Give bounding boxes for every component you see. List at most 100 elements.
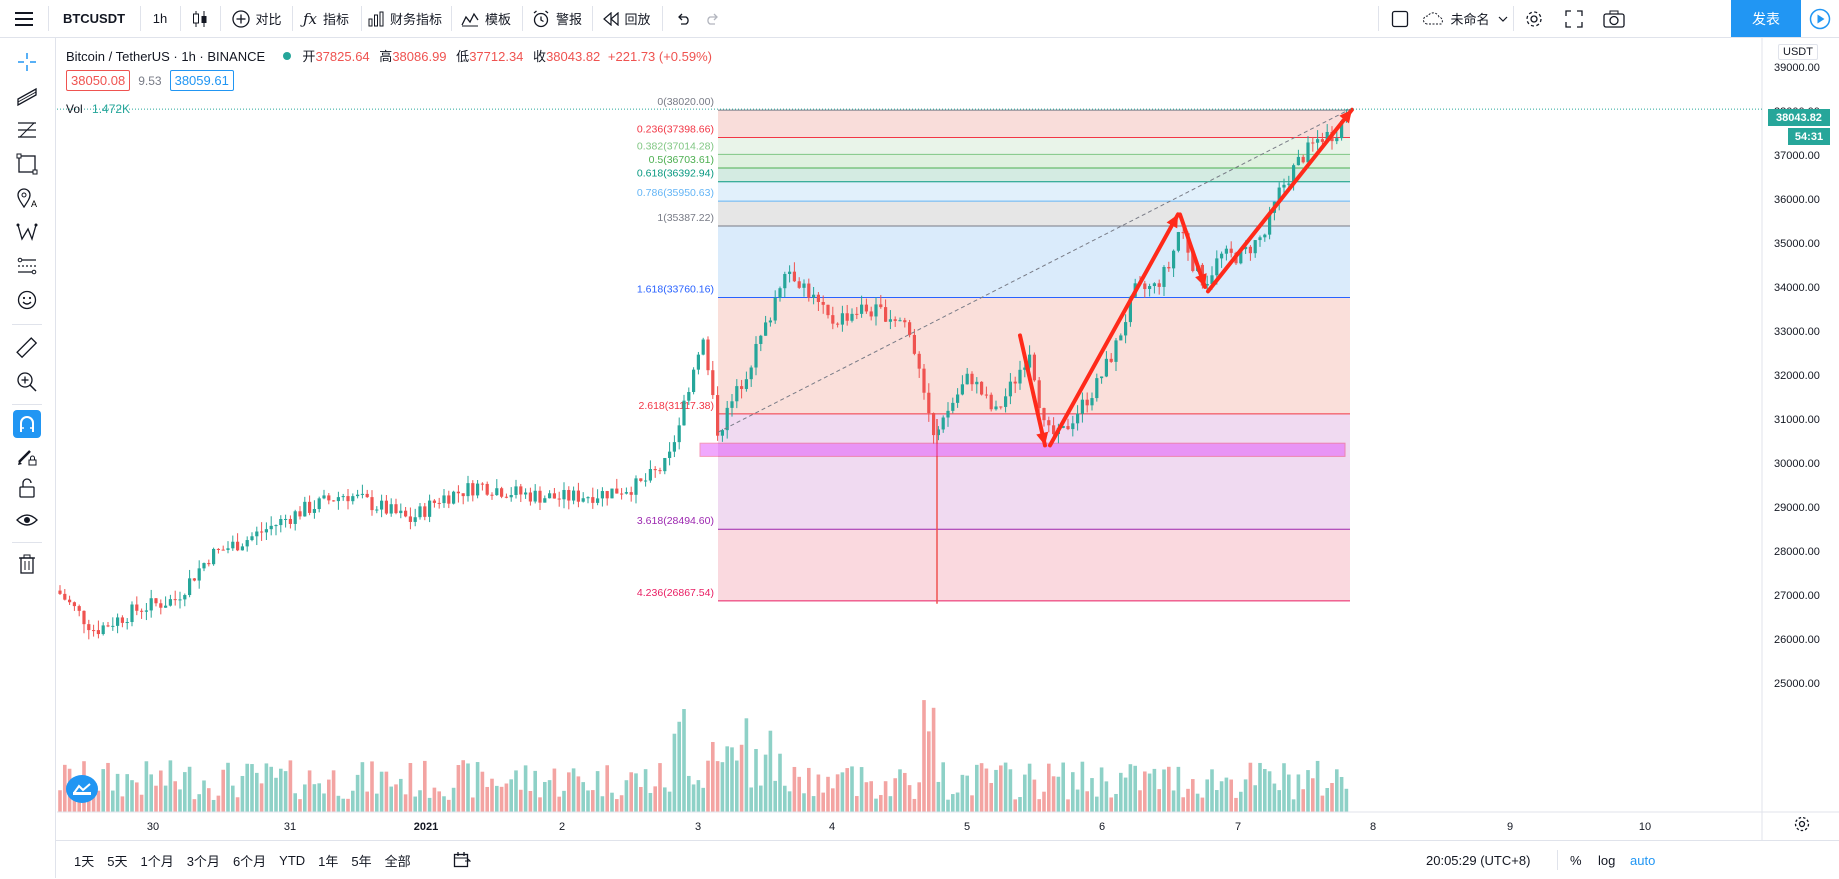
magnet-icon[interactable] bbox=[13, 410, 41, 438]
volume-bar bbox=[58, 790, 62, 812]
auto-toggle[interactable]: auto bbox=[1630, 852, 1656, 868]
clock-time[interactable]: 20:05:29 (UTC+8) bbox=[1426, 852, 1531, 868]
fib-retracement-icon[interactable] bbox=[13, 116, 41, 144]
candle-body bbox=[1200, 264, 1204, 286]
volume-bar bbox=[1008, 769, 1013, 812]
candles-style-icon[interactable] bbox=[183, 0, 217, 37]
candle-body bbox=[1224, 248, 1228, 254]
candle-body bbox=[615, 488, 619, 494]
candle-body bbox=[1344, 117, 1348, 121]
volume-bar bbox=[739, 744, 744, 812]
range-button[interactable]: 1天 bbox=[74, 853, 95, 869]
ruler-icon[interactable] bbox=[13, 334, 41, 362]
support-zone-rectangle[interactable] bbox=[699, 442, 1346, 457]
range-button[interactable]: 1个月 bbox=[140, 853, 174, 869]
volume-bar bbox=[202, 780, 206, 812]
menu-icon[interactable] bbox=[0, 0, 48, 37]
eye-icon[interactable] bbox=[13, 506, 41, 534]
volume-bar bbox=[1099, 767, 1104, 812]
alert-button[interactable]: 警报 bbox=[528, 0, 586, 37]
range-button[interactable]: 全部 bbox=[384, 853, 411, 869]
fullscreen-icon[interactable] bbox=[1556, 0, 1592, 37]
ask-price[interactable]: 38059.61 bbox=[169, 70, 234, 91]
publish-button[interactable]: 发表 bbox=[1731, 0, 1801, 37]
range-button[interactable]: YTD bbox=[279, 852, 306, 868]
volume-bar bbox=[893, 778, 897, 812]
smiley-icon[interactable] bbox=[13, 286, 41, 314]
range-button[interactable]: 5年 bbox=[351, 853, 372, 869]
volume-bar bbox=[231, 785, 235, 812]
range-button[interactable]: 6个月 bbox=[232, 853, 267, 869]
projection-icon[interactable] bbox=[13, 252, 41, 280]
tradingview-logo[interactable] bbox=[66, 775, 98, 803]
candle-body bbox=[250, 536, 254, 541]
volume-bar bbox=[1330, 783, 1334, 812]
symbol-title[interactable]: Bitcoin / TetherUS · 1h · BINANCE bbox=[66, 49, 266, 64]
volume-bar bbox=[485, 786, 489, 812]
trash-icon[interactable] bbox=[13, 550, 41, 578]
zoom-in-icon[interactable] bbox=[13, 368, 41, 396]
candle-body bbox=[1311, 142, 1315, 144]
trend-line-icon[interactable] bbox=[13, 82, 41, 110]
volume-bar bbox=[1051, 776, 1056, 812]
candle-body bbox=[749, 367, 753, 380]
volume-bar bbox=[1143, 771, 1147, 812]
range-button[interactable]: 1年 bbox=[318, 853, 339, 869]
volume-bar bbox=[562, 790, 566, 812]
candle-body bbox=[1162, 266, 1166, 287]
volume-value: 1.472K bbox=[92, 102, 131, 116]
symbol-search-button[interactable]: BTCUSDT bbox=[62, 11, 126, 26]
redo-icon[interactable] bbox=[698, 0, 728, 37]
axis-settings-gear-icon[interactable] bbox=[1792, 814, 1812, 834]
candle-body bbox=[269, 525, 273, 530]
select-layout-checkbox-icon[interactable] bbox=[1385, 0, 1415, 37]
range-button[interactable]: 5天 bbox=[107, 853, 128, 869]
bid-ask-row: 38050.08 9.53 38059.61 bbox=[66, 70, 234, 91]
volume-bar bbox=[130, 780, 134, 812]
lock-icon[interactable] bbox=[13, 474, 41, 502]
range-button[interactable]: 3个月 bbox=[186, 853, 220, 869]
candle-body bbox=[480, 483, 484, 485]
volume-bar bbox=[288, 760, 293, 812]
log-toggle[interactable]: log bbox=[1598, 852, 1616, 868]
candle-body bbox=[1272, 201, 1276, 213]
bottom-toolbar: 1天 5天 1个月 3个月 6个月 YTD 1年 5年 全部 20:05:29 (UTC+8) … bbox=[56, 840, 1839, 879]
lock-drawing-pencil-icon[interactable] bbox=[13, 442, 41, 470]
rectangle-icon[interactable] bbox=[13, 150, 41, 178]
candle-body bbox=[1330, 131, 1334, 142]
crosshair-icon[interactable] bbox=[13, 48, 41, 76]
bid-price[interactable]: 38050.08 bbox=[66, 70, 131, 91]
trend-arrow[interactable] bbox=[1206, 107, 1354, 294]
pattern-icon[interactable] bbox=[13, 218, 41, 246]
undo-icon[interactable] bbox=[668, 0, 698, 37]
candle-body bbox=[778, 288, 782, 298]
trend-arrow[interactable] bbox=[1018, 333, 1047, 448]
financials-button[interactable]: 财务指标 bbox=[366, 0, 444, 37]
volume-bar bbox=[672, 733, 677, 812]
candle-body bbox=[658, 470, 662, 472]
settings-gear-icon[interactable] bbox=[1516, 0, 1552, 37]
trend-arrow[interactable] bbox=[1178, 212, 1207, 289]
candle-body bbox=[744, 379, 748, 389]
interval-button[interactable]: 1h bbox=[152, 11, 168, 26]
volume-bar bbox=[432, 787, 437, 812]
layout-name-button[interactable]: 未命名 bbox=[1419, 0, 1511, 37]
compare-button[interactable]: 对比 bbox=[226, 0, 288, 37]
volume-bar bbox=[389, 786, 393, 812]
percent-toggle[interactable]: % bbox=[1570, 852, 1582, 868]
candle-body bbox=[504, 496, 508, 498]
templates-button[interactable]: 模板 bbox=[456, 0, 516, 37]
candle-body bbox=[1301, 156, 1305, 163]
trend-arrow[interactable] bbox=[1048, 212, 1180, 448]
candle-body bbox=[1320, 139, 1324, 142]
camera-icon[interactable] bbox=[1596, 0, 1632, 37]
goto-date-icon[interactable] bbox=[453, 841, 477, 879]
indicators-button[interactable]: ƒx 指标 bbox=[298, 0, 354, 37]
fib-trend-line[interactable] bbox=[717, 108, 1351, 433]
volume-bar bbox=[624, 780, 629, 812]
replay-button[interactable]: 回放 bbox=[598, 0, 656, 37]
annotation-pin-icon[interactable]: A bbox=[13, 184, 41, 212]
play-icon[interactable] bbox=[1801, 0, 1839, 37]
currency-label[interactable]: USDT bbox=[1778, 44, 1818, 60]
